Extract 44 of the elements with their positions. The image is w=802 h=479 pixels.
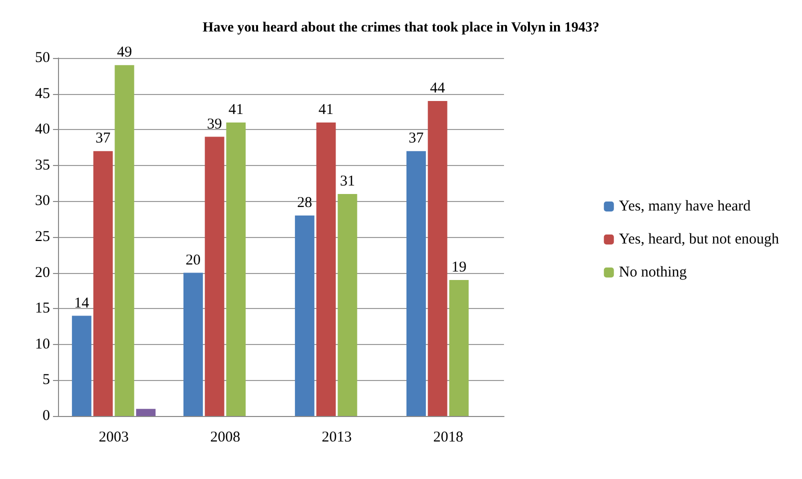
bar (72, 316, 92, 416)
x-tick-label: 2008 (210, 430, 240, 446)
y-tick-label: 0 (42, 408, 50, 424)
chart-title: Have you heard about the crimes that took place in Volyn in 1943? (202, 20, 600, 36)
y-tick-label: 25 (35, 229, 50, 245)
bar (406, 151, 426, 416)
data-label: 44 (430, 80, 446, 96)
legend-label: Yes, many have heard (618, 198, 752, 214)
y-tick-label: 50 (35, 50, 50, 66)
y-tick-label: 40 (35, 122, 50, 138)
data-label: 37 (408, 130, 424, 147)
bar (183, 272, 203, 416)
bar (114, 65, 134, 416)
legend-label: No nothing (618, 264, 688, 280)
data-label: 39 (207, 116, 222, 132)
y-tick-label: 5 (42, 372, 50, 388)
bar (428, 100, 448, 416)
bar (338, 194, 358, 416)
y-tick-label: 20 (35, 264, 50, 281)
data-label: 37 (96, 130, 112, 147)
data-label: 19 (451, 259, 466, 276)
x-tick-label: 2003 (98, 430, 129, 446)
bar (204, 136, 224, 416)
bar (93, 151, 113, 416)
data-label: 20 (186, 252, 201, 268)
x-tick-label: 2018 (433, 430, 464, 446)
bar (136, 408, 156, 416)
legend-label: Yes, heard, but not enough (618, 232, 780, 248)
bar (294, 216, 314, 416)
y-tick-label: 15 (35, 300, 50, 317)
data-label: 14 (74, 295, 90, 312)
data-label: 31 (340, 174, 355, 190)
y-tick-label: 45 (35, 86, 50, 102)
bar (316, 122, 336, 416)
data-label: 49 (116, 44, 132, 61)
y-tick-label: 10 (35, 336, 50, 352)
bar (226, 122, 246, 416)
y-tick-label: 35 (35, 157, 50, 174)
data-label: 41 (228, 102, 244, 118)
y-tick-label: 30 (35, 193, 50, 210)
bar (449, 280, 469, 416)
data-label: 28 (297, 195, 312, 212)
x-tick-label: 2013 (322, 430, 352, 446)
data-label: 41 (318, 102, 334, 118)
